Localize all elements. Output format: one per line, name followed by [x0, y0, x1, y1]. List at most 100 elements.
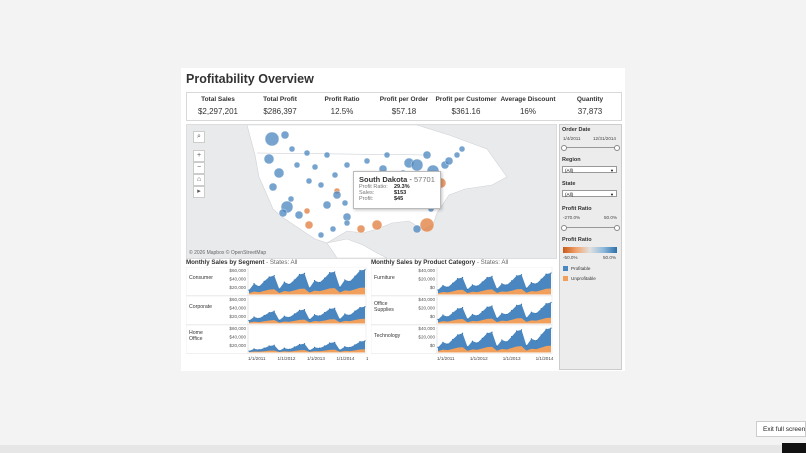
zoom-in-icon[interactable]: + — [193, 150, 205, 162]
data-point[interactable] — [447, 343, 449, 345]
data-point[interactable] — [491, 305, 493, 307]
data-point[interactable] — [511, 280, 513, 282]
map-bubble[interactable] — [305, 177, 313, 185]
data-point[interactable] — [437, 289, 439, 291]
map-bubble[interactable] — [280, 130, 290, 140]
map-bubble[interactable] — [287, 195, 295, 203]
map-bubble[interactable] — [294, 210, 304, 220]
state-dropdown[interactable]: (All) ▼ — [562, 190, 617, 197]
data-point[interactable] — [476, 342, 478, 344]
data-point[interactable] — [525, 345, 528, 347]
zoom-out-icon[interactable]: − — [193, 162, 205, 174]
data-point[interactable] — [535, 283, 537, 285]
map-bubble[interactable] — [343, 161, 351, 169]
data-point[interactable] — [329, 308, 331, 310]
map-bubble[interactable] — [263, 153, 275, 165]
map-bubble[interactable] — [371, 219, 383, 231]
unprofitable-area[interactable] — [249, 287, 365, 295]
segment-area-chart[interactable]: Consumer $60,000 $40,000 $20,000 Corporate $6… — [186, 267, 368, 367]
map-bubble[interactable] — [304, 220, 314, 230]
map-bubble[interactable] — [343, 219, 351, 227]
data-point[interactable] — [303, 272, 306, 274]
data-point[interactable] — [437, 318, 439, 321]
data-point[interactable] — [516, 275, 518, 277]
data-point[interactable] — [324, 277, 326, 279]
data-point[interactable] — [359, 269, 361, 272]
data-point[interactable] — [496, 288, 498, 290]
data-point[interactable] — [520, 329, 523, 331]
data-point[interactable] — [471, 340, 473, 342]
exit-full-screen-button[interactable]: Exit full screen — [756, 421, 806, 437]
data-point[interactable] — [486, 306, 488, 308]
data-point[interactable] — [511, 309, 513, 312]
data-point[interactable] — [447, 316, 449, 318]
data-point[interactable] — [535, 312, 537, 314]
data-point[interactable] — [334, 271, 336, 273]
unprofitable-area[interactable] — [249, 349, 365, 353]
map-bubble[interactable] — [410, 158, 424, 172]
map-bubble[interactable] — [383, 151, 391, 159]
data-point[interactable] — [344, 279, 346, 281]
data-point[interactable] — [263, 347, 265, 349]
data-point[interactable] — [540, 308, 542, 310]
data-point[interactable] — [324, 345, 326, 347]
data-point[interactable] — [466, 346, 469, 348]
map-bubble[interactable] — [317, 181, 325, 189]
data-point[interactable] — [293, 313, 295, 315]
data-point[interactable] — [491, 275, 493, 277]
map-bubble[interactable] — [363, 157, 371, 165]
data-point[interactable] — [461, 307, 464, 309]
data-point[interactable] — [457, 308, 459, 310]
data-point[interactable] — [278, 288, 280, 290]
map-bubble[interactable] — [268, 182, 278, 192]
data-point[interactable] — [354, 310, 356, 312]
data-point[interactable] — [329, 272, 331, 274]
data-point[interactable] — [471, 284, 473, 286]
data-point[interactable] — [303, 309, 306, 311]
data-point[interactable] — [545, 328, 547, 330]
data-point[interactable] — [288, 348, 290, 350]
data-point[interactable] — [437, 346, 439, 348]
data-point[interactable] — [447, 286, 449, 288]
data-point[interactable] — [550, 301, 552, 304]
data-point[interactable] — [349, 280, 351, 282]
data-point[interactable] — [452, 312, 454, 314]
map-bubble[interactable] — [356, 224, 366, 234]
data-point[interactable] — [516, 330, 518, 332]
map-bubble[interactable] — [303, 149, 311, 157]
data-point[interactable] — [476, 285, 478, 287]
data-point[interactable] — [324, 311, 326, 314]
map-bubble[interactable] — [311, 163, 319, 171]
data-point[interactable] — [253, 316, 255, 318]
map-bubble[interactable] — [332, 190, 342, 200]
map-bubble[interactable] — [419, 217, 435, 233]
data-point[interactable] — [273, 344, 275, 346]
data-point[interactable] — [364, 269, 366, 271]
data-point[interactable] — [540, 278, 542, 280]
slider-handle-start[interactable] — [561, 224, 567, 231]
map-bubble[interactable] — [458, 145, 466, 153]
map-bubble[interactable] — [341, 199, 349, 207]
data-point[interactable] — [496, 345, 498, 347]
unprofitable-area[interactable] — [438, 317, 551, 324]
data-point[interactable] — [530, 282, 532, 284]
legend-profitable[interactable]: Profitable — [563, 266, 590, 271]
data-point[interactable] — [530, 311, 532, 313]
data-point[interactable] — [334, 307, 336, 309]
data-point[interactable] — [525, 287, 528, 289]
order-date-slider[interactable] — [561, 144, 620, 151]
data-point[interactable] — [364, 340, 366, 342]
data-point[interactable] — [516, 304, 518, 306]
data-point[interactable] — [501, 283, 503, 285]
data-point[interactable] — [491, 331, 493, 333]
map-search-icon[interactable]: ⌕ — [193, 131, 205, 143]
data-point[interactable] — [308, 349, 311, 351]
region-dropdown[interactable]: (All) ▼ — [562, 166, 617, 173]
data-point[interactable] — [248, 289, 250, 291]
data-point[interactable] — [550, 327, 552, 329]
data-point[interactable] — [268, 276, 270, 278]
data-point[interactable] — [313, 280, 316, 282]
series-area[interactable] — [438, 302, 551, 324]
data-point[interactable] — [466, 318, 469, 320]
data-point[interactable] — [258, 348, 260, 351]
